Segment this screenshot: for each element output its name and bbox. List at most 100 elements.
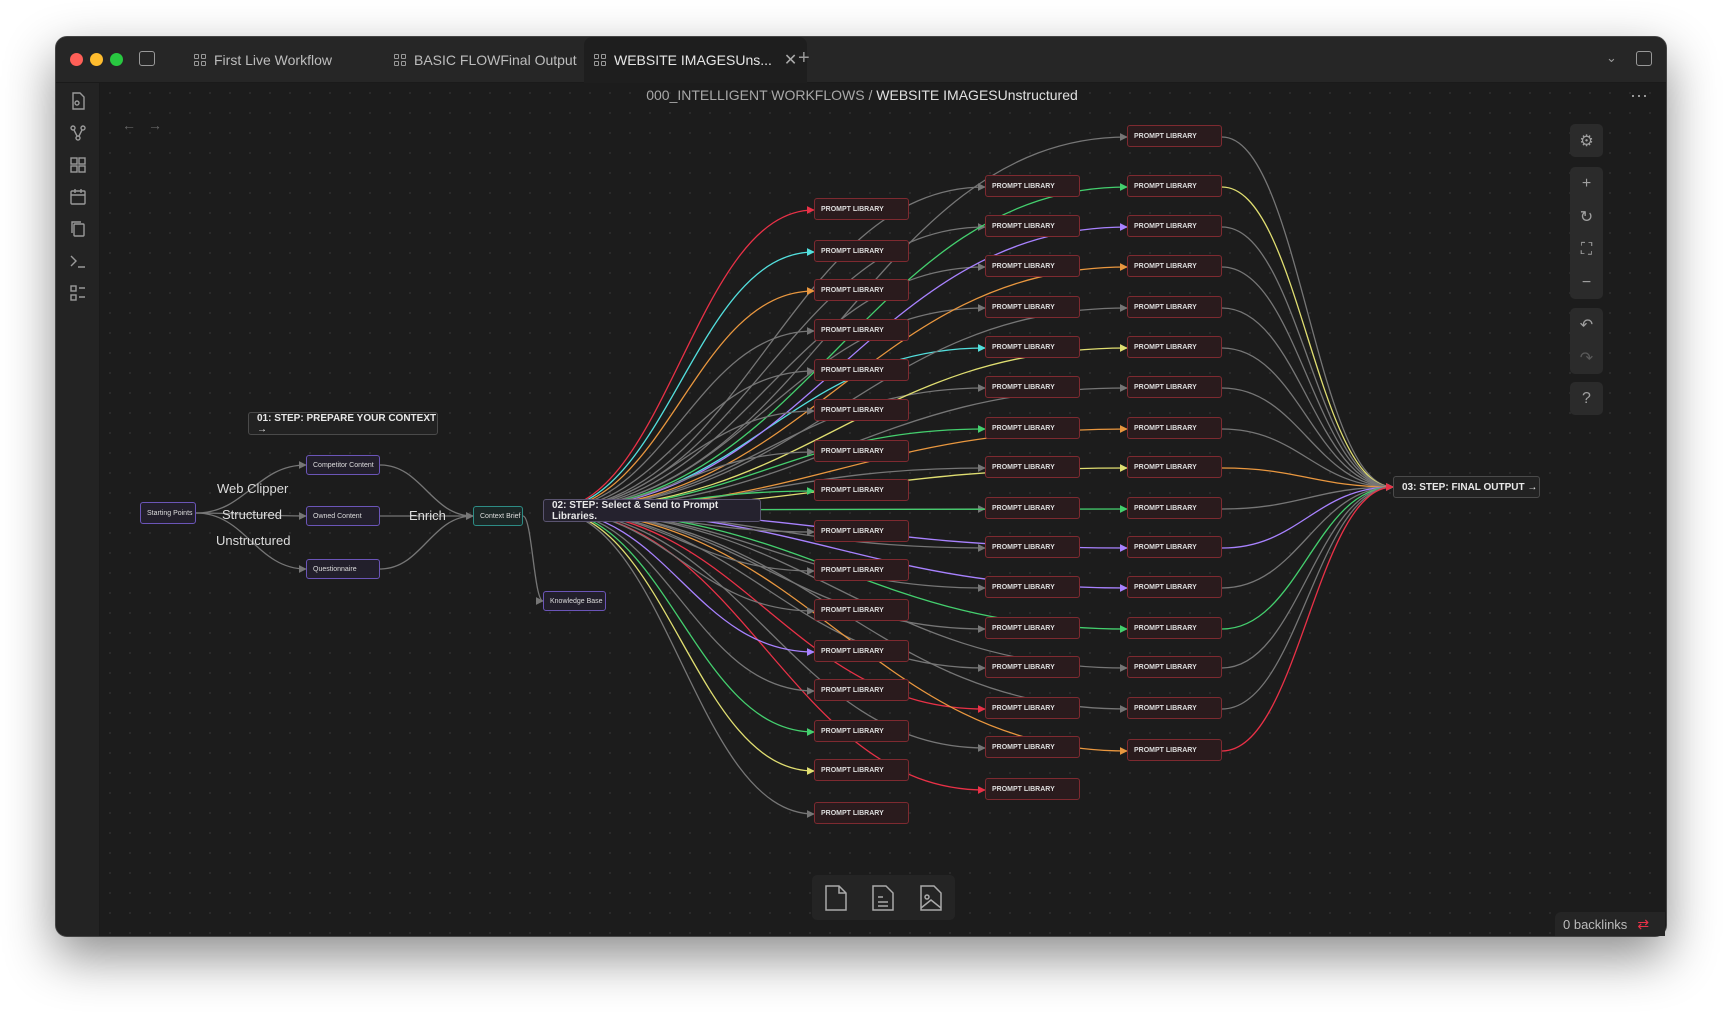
close-window-button[interactable] xyxy=(70,53,83,66)
tab-label: BASIC FLOWFinal Output xyxy=(414,52,577,68)
prompt-library-node[interactable]: PROMPT LIBRARY xyxy=(814,279,909,301)
sidebar-toggle-icon[interactable] xyxy=(139,51,155,66)
prompt-library-node[interactable]: PROMPT LIBRARY xyxy=(814,720,909,742)
prompt-library-node[interactable]: PROMPT LIBRARY xyxy=(814,599,909,621)
prompt-library-node[interactable]: PROMPT LIBRARY xyxy=(985,417,1080,439)
edge-to-final xyxy=(1221,186,1394,491)
redo-icon[interactable]: ↷ xyxy=(1579,349,1594,367)
add-media-icon[interactable] xyxy=(918,883,944,913)
tab-list-chevron-icon[interactable]: ⌄ xyxy=(1606,50,1617,65)
forward-arrow-icon[interactable]: → xyxy=(148,117,162,133)
settings-gear-icon[interactable]: ⚙ xyxy=(1579,132,1594,150)
sync-error-icon[interactable]: ⇄ xyxy=(1637,915,1650,932)
prompt-library-node[interactable]: PROMPT LIBRARY xyxy=(814,479,909,501)
prompt-library-node[interactable]: PROMPT LIBRARY xyxy=(985,576,1080,598)
prompt-library-node[interactable]: PROMPT LIBRARY xyxy=(814,520,909,542)
prompt-library-node[interactable]: PROMPT LIBRARY xyxy=(985,497,1080,519)
prompt-library-node[interactable]: PROMPT LIBRARY xyxy=(814,802,909,824)
node-questionnaire[interactable]: Questionnaire xyxy=(306,559,380,579)
prompt-library-node[interactable]: PROMPT LIBRARY xyxy=(985,697,1080,719)
breadcrumb-parent[interactable]: 000_INTELLIGENT WORKFLOWS xyxy=(646,87,865,103)
canvas-grid-icon[interactable] xyxy=(68,155,88,175)
prompt-library-node[interactable]: PROMPT LIBRARY xyxy=(814,440,909,462)
prompt-library-node[interactable]: PROMPT LIBRARY xyxy=(1127,255,1222,277)
add-note-icon[interactable] xyxy=(870,883,896,913)
right-sidebar-toggle-icon[interactable] xyxy=(1636,51,1652,66)
prompt-library-node[interactable]: PROMPT LIBRARY xyxy=(814,679,909,701)
prompt-library-node[interactable]: PROMPT LIBRARY xyxy=(985,175,1080,197)
prompt-library-node[interactable]: PROMPT LIBRARY xyxy=(1127,697,1222,719)
tab-label: First Live Workflow xyxy=(214,52,332,68)
context-edge xyxy=(195,512,307,573)
node-competitor-content[interactable]: Competitor Content xyxy=(306,455,380,475)
prompt-library-node[interactable]: PROMPT LIBRARY xyxy=(985,376,1080,398)
tab-label: WEBSITE IMAGESUns... xyxy=(614,52,772,68)
prompt-library-node[interactable]: PROMPT LIBRARY xyxy=(1127,336,1222,358)
edge-to-final xyxy=(1221,483,1394,630)
back-arrow-icon[interactable]: ← xyxy=(122,117,136,133)
prompt-library-node[interactable]: PROMPT LIBRARY xyxy=(985,336,1080,358)
step-01-label[interactable]: 01: STEP: PREPARE YOUR CONTEXT → xyxy=(248,412,438,435)
context-edge xyxy=(195,461,307,514)
undo-icon[interactable]: ↶ xyxy=(1579,316,1594,334)
tab-first-live-workflow[interactable]: First Live Workflow xyxy=(194,37,332,83)
graph-icon[interactable] xyxy=(68,123,88,143)
help-icon[interactable]: ? xyxy=(1582,389,1591,407)
prompt-library-node[interactable]: PROMPT LIBRARY xyxy=(1127,617,1222,639)
tab-basic-flow[interactable]: BASIC FLOWFinal Output xyxy=(394,37,577,83)
prompt-library-node[interactable]: PROMPT LIBRARY xyxy=(985,456,1080,478)
search-file-icon[interactable] xyxy=(68,91,88,111)
prompt-library-node[interactable]: PROMPT LIBRARY xyxy=(814,759,909,781)
step-03-final-output[interactable]: 03: STEP: FINAL OUTPUT → xyxy=(1393,476,1540,498)
prompt-library-node[interactable]: PROMPT LIBRARY xyxy=(814,640,909,662)
calendar-icon[interactable] xyxy=(68,187,88,207)
prompt-library-node[interactable]: PROMPT LIBRARY xyxy=(1127,296,1222,318)
node-context-brief[interactable]: Context Brief xyxy=(473,506,523,526)
prompt-library-node[interactable]: PROMPT LIBRARY xyxy=(1127,456,1222,478)
minimize-window-button[interactable] xyxy=(90,53,103,66)
prompt-library-node[interactable]: PROMPT LIBRARY xyxy=(814,399,909,421)
list-icon[interactable] xyxy=(68,283,88,303)
more-options-icon[interactable]: ··· xyxy=(1630,85,1648,105)
backlinks-count[interactable]: 0 backlinks xyxy=(1563,916,1628,932)
prompt-library-node[interactable]: PROMPT LIBRARY xyxy=(1127,417,1222,439)
new-tab-button[interactable]: + xyxy=(798,47,810,69)
node-owned-content[interactable]: Owned Content xyxy=(306,506,380,526)
prompt-library-node[interactable]: PROMPT LIBRARY xyxy=(985,536,1080,558)
zoom-window-button[interactable] xyxy=(110,53,123,66)
prompt-library-node[interactable]: PROMPT LIBRARY xyxy=(814,198,909,220)
edge-to-final xyxy=(1221,483,1394,710)
prompt-library-node[interactable]: PROMPT LIBRARY xyxy=(1127,536,1222,558)
prompt-library-node[interactable]: PROMPT LIBRARY xyxy=(1127,656,1222,678)
prompt-library-node[interactable]: PROMPT LIBRARY xyxy=(985,778,1080,800)
tab-website-images[interactable]: WEBSITE IMAGESUns... ✕ xyxy=(584,37,808,83)
prompt-library-node[interactable]: PROMPT LIBRARY xyxy=(814,240,909,262)
prompt-library-node[interactable]: PROMPT LIBRARY xyxy=(1127,125,1222,147)
prompt-library-node[interactable]: PROMPT LIBRARY xyxy=(985,736,1080,758)
close-tab-icon[interactable]: ✕ xyxy=(783,52,798,69)
prompt-library-node[interactable]: PROMPT LIBRARY xyxy=(1127,215,1222,237)
zoom-to-fit-icon[interactable]: ⛶ xyxy=(1580,240,1593,258)
prompt-library-node[interactable]: PROMPT LIBRARY xyxy=(985,255,1080,277)
prompt-library-node[interactable]: PROMPT LIBRARY xyxy=(814,319,909,341)
prompt-library-node[interactable]: PROMPT LIBRARY xyxy=(1127,576,1222,598)
step-02-node[interactable]: 02: STEP: Select & Send to Prompt Librar… xyxy=(543,499,761,522)
terminal-icon[interactable] xyxy=(68,251,88,271)
node-knowledge-base[interactable]: Knowledge Base xyxy=(543,591,606,611)
reset-zoom-icon[interactable]: ↻ xyxy=(1579,208,1594,226)
prompt-library-node[interactable]: PROMPT LIBRARY xyxy=(1127,376,1222,398)
prompt-library-node[interactable]: PROMPT LIBRARY xyxy=(814,559,909,581)
prompt-library-node[interactable]: PROMPT LIBRARY xyxy=(1127,739,1222,761)
prompt-library-node[interactable]: PROMPT LIBRARY xyxy=(985,617,1080,639)
prompt-library-node[interactable]: PROMPT LIBRARY xyxy=(985,296,1080,318)
copy-icon[interactable] xyxy=(68,219,88,239)
add-card-icon[interactable] xyxy=(823,883,849,913)
zoom-in-icon[interactable]: + xyxy=(1581,174,1592,192)
zoom-out-icon[interactable]: − xyxy=(1581,273,1592,291)
prompt-library-node[interactable]: PROMPT LIBRARY xyxy=(985,215,1080,237)
prompt-library-node[interactable]: PROMPT LIBRARY xyxy=(985,656,1080,678)
prompt-library-node[interactable]: PROMPT LIBRARY xyxy=(1127,175,1222,197)
node-starting-points[interactable]: Starting Points xyxy=(140,502,196,524)
prompt-library-node[interactable]: PROMPT LIBRARY xyxy=(1127,497,1222,519)
prompt-library-node[interactable]: PROMPT LIBRARY xyxy=(814,359,909,381)
